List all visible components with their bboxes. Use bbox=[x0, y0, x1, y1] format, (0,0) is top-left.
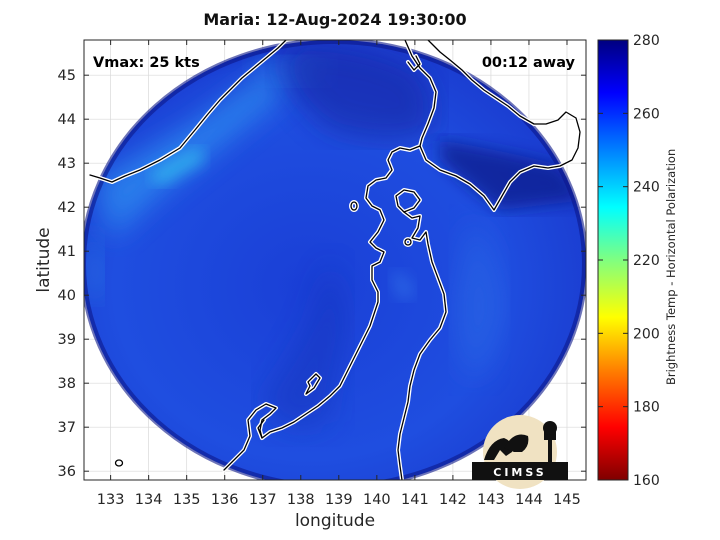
colorbar-tick-label: 200 bbox=[633, 326, 660, 342]
y-tick-label: 41 bbox=[58, 244, 76, 260]
x-tick-label: 144 bbox=[515, 492, 543, 508]
x-tick-label: 139 bbox=[325, 492, 353, 508]
y-axis-ticks: 36 37 38 39 40 41 42 43 44 45 bbox=[58, 68, 586, 480]
y-tick-label: 42 bbox=[58, 200, 76, 216]
cimss-logo: CIMSS bbox=[472, 415, 568, 489]
colorbar-tick-label: 260 bbox=[633, 106, 660, 122]
logo-text: CIMSS bbox=[493, 466, 546, 479]
y-tick-label: 38 bbox=[58, 376, 76, 392]
x-tick-label: 145 bbox=[553, 492, 581, 508]
vmax-label: Vmax: 25 kts bbox=[93, 55, 200, 71]
x-tick-label: 136 bbox=[211, 492, 239, 508]
y-tick-label: 36 bbox=[58, 464, 76, 480]
colorbar-ticks: 280 260 240 220 200 180 160 bbox=[598, 33, 660, 489]
colorbar-tick-label: 220 bbox=[633, 253, 660, 269]
x-tick-label: 135 bbox=[173, 492, 201, 508]
colorbar-tick-label: 280 bbox=[633, 33, 660, 49]
x-tick-label: 134 bbox=[135, 492, 163, 508]
x-axis-label: longitude bbox=[294, 511, 376, 531]
colorbar-label: Brightness Temp - Horizontal Polarizatio… bbox=[664, 148, 678, 385]
x-tick-label: 133 bbox=[97, 492, 125, 508]
x-tick-label: 137 bbox=[249, 492, 277, 508]
brightness-temp-field bbox=[84, 40, 586, 480]
x-tick-label: 140 bbox=[363, 492, 391, 508]
colorbar-tick-label: 160 bbox=[633, 473, 660, 489]
x-tick-label: 142 bbox=[439, 492, 467, 508]
x-tick-label: 141 bbox=[401, 492, 429, 508]
colorbar-tick-label: 180 bbox=[633, 400, 660, 416]
y-tick-label: 40 bbox=[58, 288, 76, 304]
colorbar-tick-label: 240 bbox=[633, 180, 660, 196]
x-tick-label: 143 bbox=[477, 492, 505, 508]
time-away-label: 00:12 away bbox=[482, 55, 576, 71]
y-tick-label: 39 bbox=[58, 332, 76, 348]
y-tick-label: 45 bbox=[58, 68, 76, 84]
axes-frame bbox=[83, 39, 587, 481]
y-tick-label: 37 bbox=[58, 420, 76, 436]
chart-title: Maria: 12-Aug-2024 19:30:00 bbox=[203, 10, 467, 29]
y-tick-label: 43 bbox=[58, 156, 76, 172]
x-axis-ticks: 133 134 135 136 137 138 139 140 141 142 143 144 145 bbox=[97, 40, 581, 508]
y-tick-label: 44 bbox=[58, 112, 76, 128]
y-axis-label: latitude bbox=[34, 227, 54, 293]
x-tick-label: 138 bbox=[287, 492, 315, 508]
